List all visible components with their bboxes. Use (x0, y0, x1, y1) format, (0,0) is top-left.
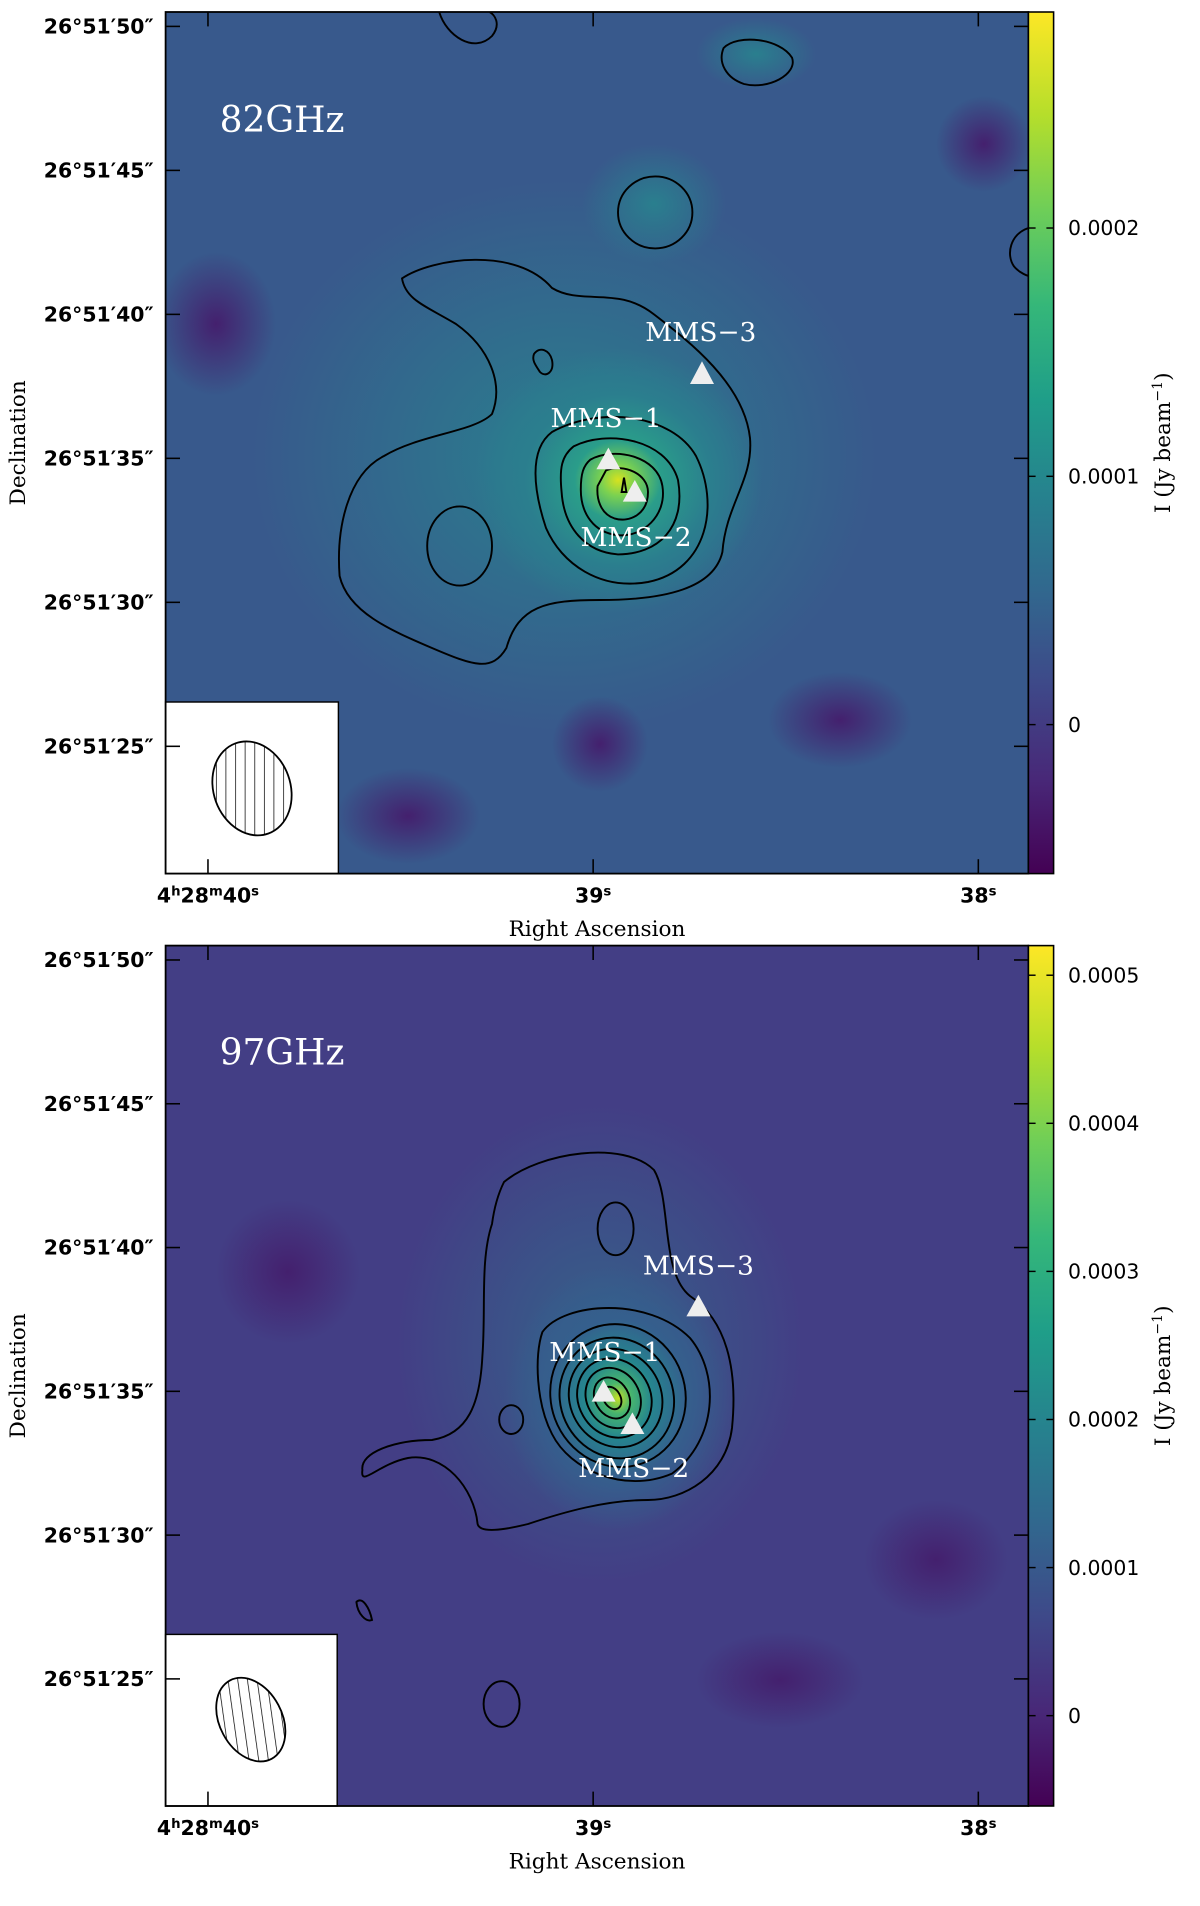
colorbar-label: I (Jy beam−1) (1150, 372, 1176, 513)
colorbar (1027, 11, 1055, 875)
source-label: MMS−2 (578, 1453, 689, 1484)
y-tick-label: 26°51′50″ (44, 948, 154, 972)
x-axis-label: Right Ascension (509, 1849, 686, 1874)
colorbar-tick-label: 0.0004 (1068, 1112, 1139, 1136)
colorbar-tick-label: 0.0001 (1068, 1556, 1139, 1580)
y-tick-label: 26°51′35″ (44, 1380, 154, 1404)
x-tick-label: 39s (575, 883, 611, 907)
x-tick-label: 4h28m40s (157, 883, 259, 907)
frequency-label: 97GHz (220, 1032, 345, 1073)
colorbar-tick-label: 0.0001 (1068, 465, 1139, 489)
beam-inset (164, 701, 340, 1807)
x-tick-label: 39s (575, 1816, 611, 1840)
y-axis-label: Declination (6, 380, 31, 505)
y-tick-label: 26°51′35″ (44, 447, 154, 471)
y-tick-label: 26°51′40″ (44, 1236, 154, 1260)
colorbar-label: I (Jy beam−1) (1150, 1305, 1176, 1446)
colorbar-tick-label: 0.0005 (1068, 963, 1139, 987)
y-tick-label: 26°51′45″ (44, 1092, 154, 1116)
source-label: MMS−1 (550, 403, 661, 434)
y-axis-label: Declination (6, 1313, 31, 1438)
intensity-map (165, 945, 1029, 1806)
colorbar-tick-label: 0.0002 (1068, 1408, 1139, 1432)
source-markers (591, 361, 714, 1434)
y-tick-label: 26°51′30″ (44, 591, 154, 615)
colorbar-tick-label: 0.0002 (1068, 216, 1139, 240)
colorbar (1027, 944, 1055, 1807)
y-tick-label: 26°51′30″ (44, 1523, 154, 1547)
x-tick-label: 4h28m40s (157, 1816, 259, 1840)
source-label: MMS−2 (580, 522, 691, 553)
colorbar-tick-label: 0 (1068, 713, 1081, 737)
intensity-map (165, 12, 1029, 874)
source-label: MMS−3 (643, 1250, 754, 1281)
y-tick-label: 26°51′25″ (44, 735, 154, 759)
x-axis-label: Right Ascension (509, 917, 686, 942)
colorbar-tick-label: 0.0003 (1068, 1260, 1139, 1284)
x-tick-label: 38s (960, 883, 996, 907)
x-tick-label: 38s (960, 1816, 996, 1840)
source-label: MMS−1 (549, 1337, 660, 1368)
frequency-label: 82GHz (220, 100, 345, 141)
y-tick-label: 26°51′40″ (44, 303, 154, 327)
colorbar-tick-label: 0 (1068, 1704, 1081, 1728)
y-tick-label: 26°51′25″ (44, 1667, 154, 1691)
y-tick-label: 26°51′50″ (44, 15, 154, 39)
source-label: MMS−3 (645, 317, 756, 348)
y-tick-label: 26°51′45″ (44, 159, 154, 183)
